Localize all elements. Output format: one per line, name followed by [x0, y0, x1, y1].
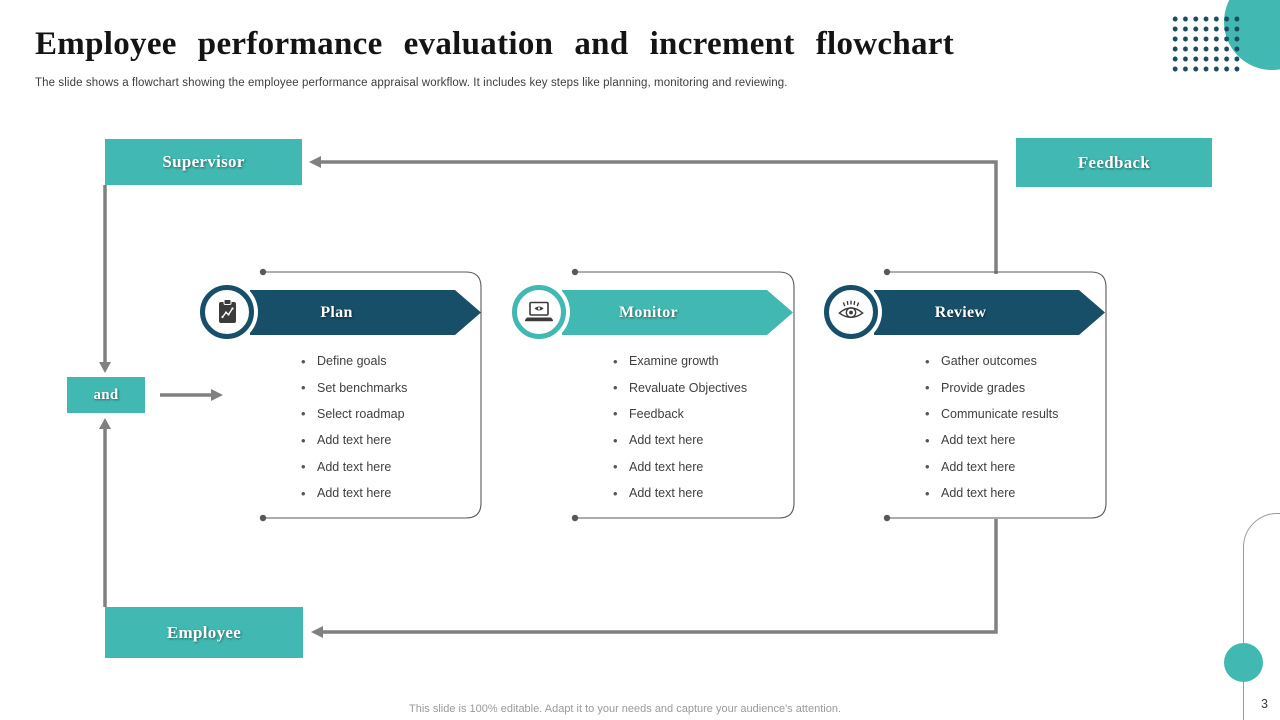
list-item: Add text here — [923, 454, 1108, 480]
list-item: Add text here — [611, 427, 796, 453]
list-item: Add text here — [299, 454, 484, 480]
footer-note: This slide is 100% editable. Adapt it to… — [409, 703, 841, 715]
arrowhead-left-icon — [309, 156, 321, 168]
list-item: Add text here — [299, 480, 484, 506]
list-item: Add text here — [611, 480, 796, 506]
list-item: Define goals — [299, 348, 484, 374]
employee-label: Employee — [166, 622, 242, 642]
list-item: Gather outcomes — [923, 348, 1108, 374]
arrowhead-down-icon — [99, 362, 111, 373]
flow-node-employee: Employee — [105, 607, 303, 658]
flow-node-supervisor: Supervisor — [105, 139, 302, 185]
feedback-label: Feedback — [1077, 152, 1151, 172]
dots-pattern-decor — [1170, 14, 1242, 73]
stage-title: Monitor — [619, 303, 678, 321]
side-teal-dot-decor — [1224, 643, 1263, 682]
list-item: Select roadmap — [299, 401, 484, 427]
page-number: 3 — [1261, 697, 1268, 711]
stage-banner-review: Review — [874, 290, 1105, 335]
flow-node-and: and — [67, 377, 145, 413]
list-item: Provide grades — [923, 374, 1108, 400]
stage-title: Plan — [320, 303, 353, 321]
stage-banner-plan: Plan — [250, 290, 481, 335]
list-item: Feedback — [611, 401, 796, 427]
stage-icon-circle-monitor — [512, 285, 566, 339]
arrowhead-left-icon — [311, 626, 323, 638]
list-item: Communicate results — [923, 401, 1108, 427]
arrowhead-right-icon — [211, 389, 223, 401]
bullet-list-review: Gather outcomes Provide grades Communica… — [923, 348, 1108, 506]
arrowhead-up-icon — [99, 418, 111, 429]
supervisor-label: Supervisor — [162, 152, 245, 171]
stage-banner-monitor: Monitor — [562, 290, 793, 335]
stage-icon-circle-review — [824, 285, 878, 339]
clipboard-chart-icon — [218, 299, 236, 323]
bullet-list-plan: Define goals Set benchmarks Select roadm… — [299, 348, 484, 506]
flow-node-feedback: Feedback — [1016, 138, 1212, 187]
laptop-eye-icon — [524, 301, 554, 322]
list-item: Add text here — [923, 427, 1108, 453]
and-label: and — [93, 386, 119, 403]
list-item: Set benchmarks — [299, 374, 484, 400]
list-item: Examine growth — [611, 348, 796, 374]
connector-review-to-employee — [323, 519, 998, 634]
list-item: Revaluate Objectives — [611, 374, 796, 400]
list-item: Add text here — [299, 427, 484, 453]
stage-icon-circle-plan — [200, 285, 254, 339]
page-subtitle: The slide shows a flowchart showing the … — [35, 77, 788, 89]
connector-feedback-to-supervisor — [321, 160, 998, 274]
eye-icon — [838, 300, 864, 319]
page-title: Employee performance evaluation and incr… — [35, 26, 955, 62]
bullet-list-monitor: Examine growth Revaluate Objectives Feed… — [611, 348, 796, 506]
stage-title: Review — [934, 303, 987, 321]
list-item: Add text here — [611, 454, 796, 480]
list-item: Add text here — [923, 480, 1108, 506]
